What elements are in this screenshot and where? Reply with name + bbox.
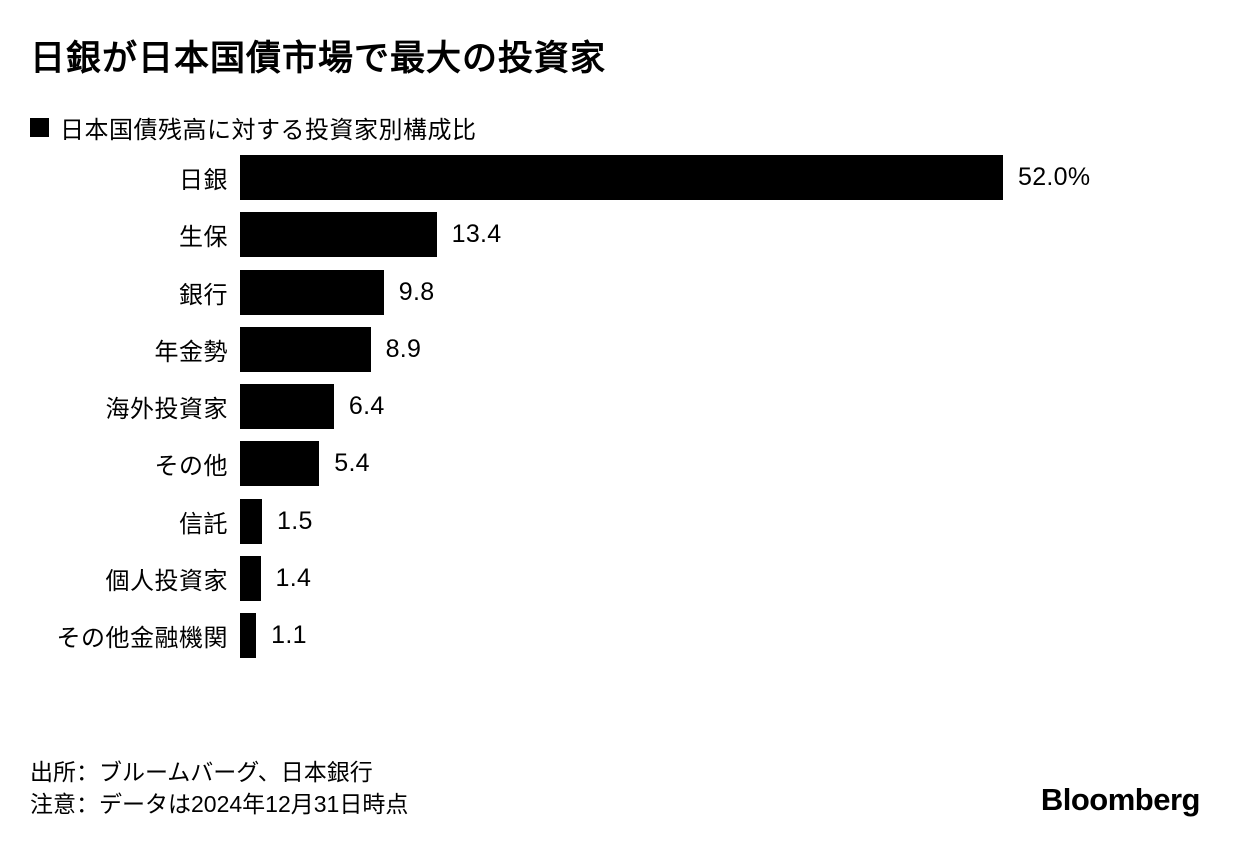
bar-row: 生保 13.4 [30,212,1090,258]
bar-row: 年金勢 8.9 [30,326,1090,372]
bar [240,269,384,315]
bar-row: その他 5.4 [30,441,1090,487]
bar [240,155,1003,200]
bar-track [240,155,1003,200]
bar-row: 個人投資家 1.4 [30,556,1090,602]
bar [240,441,320,487]
value-label: 5.4 [334,449,370,478]
bar-track [240,326,371,372]
value-label: 1.5 [277,506,313,535]
legend: 日本国債残高に対する投資家別構成比 [30,110,477,145]
legend-label: 日本国債残高に対する投資家別構成比 [60,117,477,144]
date-note: 注意：データは2024年12月31日時点 [30,791,409,817]
bloomberg-logo: Bloomberg [1040,782,1201,817]
bar [240,212,437,258]
bar-track [240,269,384,315]
value-label: 52.0% [1018,163,1091,191]
bar-track [240,498,262,544]
legend-swatch-icon [30,118,49,137]
category-label: 銀行 [179,281,228,309]
bar-row: 銀行 9.8 [30,269,1090,315]
bar-track [240,384,334,430]
value-label: 6.4 [348,392,385,421]
bar-track [240,212,437,258]
bar [240,498,262,544]
category-label: その他 [154,453,228,481]
category-label: 日銀 [179,167,228,194]
chart-title: 日銀が日本国債市場で最大の投資家 [30,39,607,78]
bar-row: 日銀 52.0% [30,155,1090,200]
value-label: 1.4 [275,564,312,593]
source-note: 出所：ブルームバーグ、日本銀行 [30,759,373,785]
category-label: その他金融機関 [56,625,228,653]
bar-row: その他金融機関 1.1 [30,613,1090,659]
bar-track [240,556,261,602]
category-label: 年金勢 [154,338,228,366]
value-label: 8.9 [385,334,422,363]
value-label: 13.4 [451,220,502,249]
bar [240,613,257,659]
bar-track [240,441,320,487]
category-label: 海外投資家 [105,396,228,424]
bar [240,384,334,430]
value-label: 1.1 [271,621,307,650]
bar [240,556,261,602]
category-label: 個人投資家 [105,568,228,596]
bar [240,326,371,372]
bar-track [240,613,257,659]
category-label: 生保 [179,224,228,252]
bar-row: 海外投資家 6.4 [30,384,1090,430]
category-label: 信託 [179,510,228,538]
bar-chart: 日銀 52.0% 生保 13.4 銀行 9.8 年金勢 8.9 海外投資家 6.4 その他 5.4 信託… [30,155,1090,659]
bar-row: 信託 1.5 [30,498,1090,544]
value-label: 9.8 [398,277,435,306]
